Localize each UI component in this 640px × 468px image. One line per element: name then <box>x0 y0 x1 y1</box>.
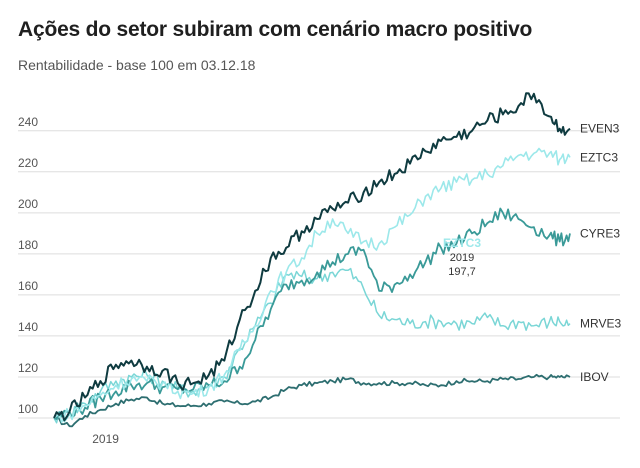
y-tick-label-220: 220 <box>18 156 38 170</box>
chart-subtitle: Rentabilidade - base 100 em 03.12.18 <box>18 57 256 73</box>
series-label-even3: EVEN3 <box>580 122 620 136</box>
x-tick-label-2019: 2019 <box>92 432 119 446</box>
series-line-even3 <box>53 92 571 422</box>
x-axis-ticks: 2019 <box>92 432 119 446</box>
y-axis-ticks: 100 120 140 160 180 200 220 240 <box>18 115 38 416</box>
y-tick-label-120: 120 <box>18 361 38 375</box>
annotation-line-2: 197,7 <box>448 266 476 278</box>
y-tick-label-180: 180 <box>18 238 38 252</box>
annotation-label: EZTC3 <box>443 236 481 250</box>
series-line-eztc3 <box>53 147 571 424</box>
series-line-cyre3 <box>53 207 571 420</box>
series-line-ibov <box>53 373 571 428</box>
series-label-mrve3: MRVE3 <box>580 317 621 331</box>
series-label-eztc3: EZTC3 <box>580 150 618 164</box>
series-lines <box>53 92 571 428</box>
series-label-cyre3: CYRE3 <box>580 226 620 240</box>
y-tick-label-240: 240 <box>18 115 38 129</box>
y-tick-label-200: 200 <box>18 197 38 211</box>
series-labels: IBOV MRVE3 CYRE3 EZTC3 EVEN3 <box>580 122 621 384</box>
annotation-line-1: 2019 <box>450 252 474 264</box>
y-tick-label-160: 160 <box>18 279 38 293</box>
gridlines <box>18 130 620 419</box>
series-label-ibov: IBOV <box>580 370 609 384</box>
y-tick-label-100: 100 <box>18 402 38 416</box>
y-tick-label-140: 140 <box>18 320 38 334</box>
annotations: EZTC3 2019 197,7 <box>443 236 481 278</box>
chart-title: Ações do setor subiram com cenário macro… <box>18 18 533 41</box>
